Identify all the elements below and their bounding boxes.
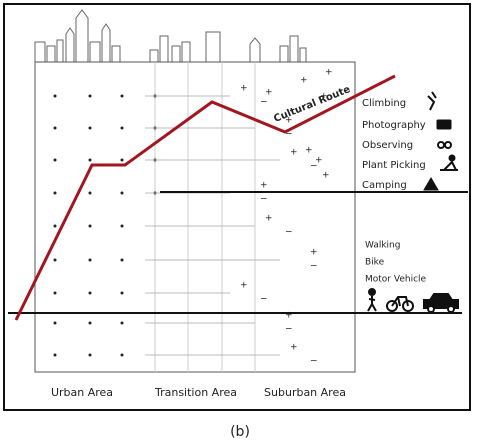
dot (53, 94, 57, 98)
mark: + (240, 84, 248, 94)
dot (53, 291, 57, 295)
dot (120, 291, 124, 295)
dot (88, 158, 92, 162)
buildings (34, 9, 307, 62)
picking-icon (448, 154, 456, 162)
dot (53, 126, 57, 130)
camera-icon (436, 119, 452, 130)
mark: + (310, 248, 318, 258)
dot (120, 158, 124, 162)
dot (53, 353, 57, 357)
mark: + (285, 311, 293, 321)
dot (120, 321, 124, 325)
mark: − (260, 98, 268, 108)
mark: − (310, 162, 318, 172)
area-label: Suburban Area (264, 386, 346, 399)
binocular-icon (437, 141, 445, 149)
dot (120, 258, 124, 262)
dot (88, 258, 92, 262)
mark: + (320, 92, 328, 102)
dot (53, 158, 57, 162)
transport-label: Motor Vehicle (365, 275, 427, 285)
dot (88, 353, 92, 357)
mark: + (305, 146, 313, 156)
caption: (b) (230, 424, 250, 440)
cultural-route (14, 74, 396, 321)
activity-label: Photography (362, 120, 426, 131)
walker-icon (367, 296, 377, 312)
area-label: Urban Area (51, 386, 113, 399)
bike-icon (391, 296, 409, 307)
mark: + (322, 171, 330, 181)
activity-label: Camping (362, 180, 407, 191)
mark: + (265, 88, 273, 98)
mark: − (310, 262, 318, 272)
dot (53, 321, 57, 325)
mark: − (285, 325, 293, 335)
frame (3, 3, 471, 411)
dot (88, 94, 92, 98)
activity-label: Plant Picking (362, 160, 426, 171)
climbing-icon (427, 91, 437, 111)
activity-label: Observing (362, 140, 413, 151)
mark: + (315, 156, 323, 166)
car-icon (447, 305, 455, 313)
car-icon (423, 293, 459, 309)
car-icon (427, 305, 435, 313)
bike-icon (386, 300, 398, 312)
mark: + (260, 181, 268, 191)
dot (88, 291, 92, 295)
transport-label: Bike (365, 258, 385, 268)
tent-icon (423, 177, 439, 191)
mark: + (290, 343, 298, 353)
mark: + (265, 214, 273, 224)
dot (53, 224, 57, 228)
activity-icons (423, 91, 458, 191)
mark: + (300, 76, 308, 86)
bike-icon (402, 300, 414, 312)
dot (120, 94, 124, 98)
dot (120, 126, 124, 130)
activity-label: Climbing (362, 98, 406, 109)
area-label: Transition Area (154, 386, 237, 399)
dot (120, 353, 124, 357)
mark: + (325, 68, 333, 78)
mark: + (285, 116, 293, 126)
dot (120, 191, 124, 195)
walker-icon (368, 288, 376, 296)
transport-label: Walking (365, 241, 400, 251)
dot (120, 224, 124, 228)
area-box (34, 61, 356, 373)
dot (53, 191, 57, 195)
mark: − (260, 195, 268, 205)
dot (88, 224, 92, 228)
dot (88, 321, 92, 325)
mark: + (240, 281, 248, 291)
mark: − (285, 228, 293, 238)
mark: + (290, 148, 298, 158)
dot (88, 126, 92, 130)
dot (53, 258, 57, 262)
skyline (34, 9, 307, 62)
mark: − (285, 130, 293, 140)
binocular-icon (444, 141, 452, 149)
mark: − (260, 295, 268, 305)
picking-icon (440, 160, 458, 171)
mark: − (310, 357, 318, 367)
dot (88, 191, 92, 195)
transport-icons (367, 288, 459, 313)
